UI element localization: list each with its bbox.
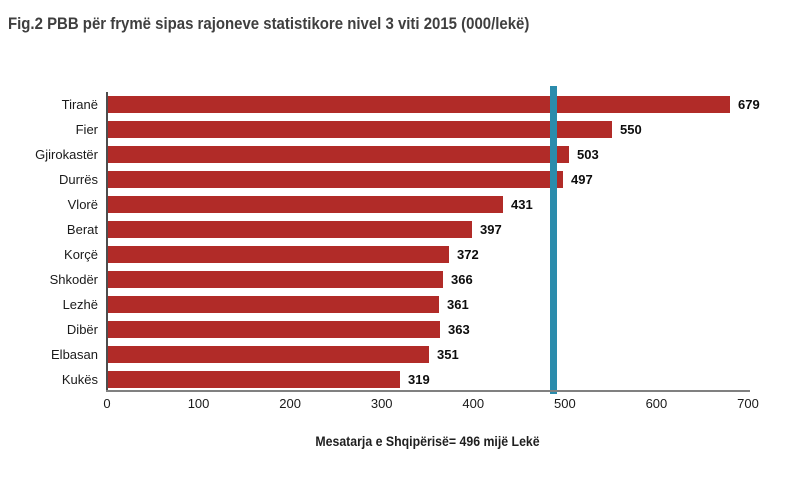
bar [108, 146, 569, 163]
bar-value-label: 351 [437, 347, 459, 362]
value-axis-line [106, 390, 750, 392]
bar [108, 96, 730, 113]
x-axis-label: 200 [279, 396, 301, 411]
average-line [550, 86, 557, 394]
bar [108, 246, 449, 263]
bar-value-label: 319 [408, 372, 430, 387]
bar [108, 221, 472, 238]
x-axis-label: 100 [187, 396, 210, 411]
bar-value-label: 679 [738, 97, 760, 112]
chart-title: Fig.2 PBB për frymë sipas rajoneve stati… [8, 14, 530, 33]
bar [108, 196, 503, 213]
x-axis-label: 500 [553, 396, 576, 411]
bar [108, 346, 429, 363]
category-label: Elbasan [51, 347, 98, 362]
bar [108, 121, 612, 138]
category-label: Tiranë [61, 97, 98, 112]
category-label: Fier [75, 122, 98, 137]
x-axis-label: 400 [462, 396, 485, 411]
category-label: Dibër [66, 322, 98, 337]
x-axis-label: 700 [737, 396, 759, 411]
category-label: Kukës [61, 372, 98, 387]
bar-value-label: 497 [571, 172, 593, 187]
bar-value-label: 361 [447, 297, 469, 312]
category-label: Durrës [58, 172, 98, 187]
bar [108, 371, 400, 388]
category-axis-line [106, 92, 108, 390]
x-axis-label: 600 [645, 396, 668, 411]
bar [108, 321, 440, 338]
bar-value-label: 372 [457, 247, 479, 262]
category-label: Vlorë [67, 197, 98, 212]
bar [108, 271, 443, 288]
bar-value-label: 431 [511, 197, 533, 212]
bar-value-label: 550 [620, 122, 642, 137]
bar-value-label: 363 [448, 322, 470, 337]
category-label: Korçë [64, 247, 98, 262]
category-label: Lezhë [62, 297, 98, 312]
bar-value-label: 366 [451, 272, 473, 287]
x-axis-label: 0 [103, 396, 111, 411]
axis-caption: Mesatarja e Shqipërisë= 496 mijë Lekë [315, 433, 540, 449]
bar-value-label: 503 [577, 147, 599, 162]
bar [108, 171, 563, 188]
category-label: Shkodër [49, 272, 98, 287]
category-label: Gjirokastër [35, 147, 98, 162]
x-axis-label: 300 [370, 396, 393, 411]
bar [108, 296, 439, 313]
bar-value-label: 397 [480, 222, 502, 237]
category-label: Berat [66, 222, 98, 237]
